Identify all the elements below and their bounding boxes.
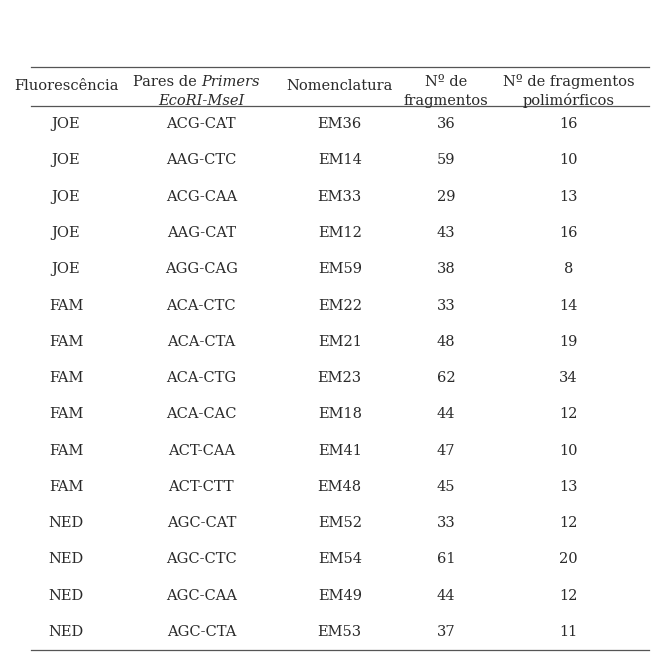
Text: 13: 13 (559, 190, 577, 204)
Text: ACA-CAC: ACA-CAC (166, 408, 236, 422)
Text: 36: 36 (437, 117, 456, 131)
Text: 13: 13 (559, 480, 577, 494)
Text: FAM: FAM (49, 335, 83, 349)
Text: JOE: JOE (52, 262, 81, 276)
Text: EM14: EM14 (318, 153, 362, 167)
Text: EM36: EM36 (318, 117, 362, 131)
Text: EM49: EM49 (318, 589, 362, 603)
Text: EM22: EM22 (318, 298, 362, 312)
Text: FAM: FAM (49, 408, 83, 422)
Text: ACA-CTC: ACA-CTC (166, 298, 236, 312)
Text: EM12: EM12 (318, 226, 362, 240)
Text: EM54: EM54 (318, 552, 362, 566)
Text: Nº de fragmentos: Nº de fragmentos (503, 75, 634, 89)
Text: AGC-CTA: AGC-CTA (166, 625, 236, 639)
Text: 61: 61 (437, 552, 456, 566)
Text: EcoRI-MseI: EcoRI-MseI (158, 94, 244, 108)
Text: EM33: EM33 (318, 190, 362, 204)
Text: 62: 62 (437, 371, 456, 385)
Text: 43: 43 (437, 226, 456, 240)
Text: EM23: EM23 (318, 371, 362, 385)
Text: 16: 16 (559, 117, 577, 131)
Text: 37: 37 (437, 625, 456, 639)
Text: AGC-CAT: AGC-CAT (166, 516, 236, 530)
Text: FAM: FAM (49, 371, 83, 385)
Text: Nomenclatura: Nomenclatura (286, 79, 393, 93)
Text: 10: 10 (559, 444, 577, 458)
Text: JOE: JOE (52, 117, 81, 131)
Text: AAG-CTC: AAG-CTC (166, 153, 236, 167)
Text: EM52: EM52 (318, 516, 362, 530)
Text: 44: 44 (437, 408, 456, 422)
Text: 29: 29 (437, 190, 456, 204)
Text: 33: 33 (437, 298, 456, 312)
Text: ACT-CAA: ACT-CAA (168, 444, 235, 458)
Text: ACA-CTG: ACA-CTG (166, 371, 236, 385)
Text: 14: 14 (559, 298, 577, 312)
Text: EM18: EM18 (318, 408, 362, 422)
Text: AGC-CAA: AGC-CAA (166, 589, 237, 603)
Text: 33: 33 (437, 516, 456, 530)
Text: EM41: EM41 (318, 444, 362, 458)
Text: polimórficos: polimórficos (522, 93, 615, 109)
Text: EM48: EM48 (318, 480, 362, 494)
Text: ACG-CAA: ACG-CAA (166, 190, 237, 204)
Text: 59: 59 (437, 153, 456, 167)
Text: 10: 10 (559, 153, 577, 167)
Text: JOE: JOE (52, 226, 81, 240)
Text: ACG-CAT: ACG-CAT (166, 117, 236, 131)
Text: Nº de: Nº de (425, 75, 467, 89)
Text: FAM: FAM (49, 480, 83, 494)
Text: 12: 12 (559, 589, 577, 603)
Text: 38: 38 (437, 262, 456, 276)
Text: EM21: EM21 (318, 335, 362, 349)
Text: JOE: JOE (52, 153, 81, 167)
Text: 11: 11 (559, 625, 577, 639)
Text: FAM: FAM (49, 298, 83, 312)
Text: JOE: JOE (52, 190, 81, 204)
Text: AAG-CAT: AAG-CAT (166, 226, 236, 240)
Text: 48: 48 (437, 335, 456, 349)
Text: 20: 20 (559, 552, 577, 566)
Text: NED: NED (49, 516, 84, 530)
Text: 19: 19 (559, 335, 577, 349)
Text: 16: 16 (559, 226, 577, 240)
Text: Primers: Primers (201, 75, 260, 89)
Text: ACA-CTA: ACA-CTA (167, 335, 235, 349)
Text: Fluorescência: Fluorescência (14, 79, 119, 93)
Text: 8: 8 (563, 262, 573, 276)
Text: fragmentos: fragmentos (404, 94, 488, 108)
Text: NED: NED (49, 552, 84, 566)
Text: 12: 12 (559, 516, 577, 530)
Text: ACT-CTT: ACT-CTT (168, 480, 234, 494)
Text: 12: 12 (559, 408, 577, 422)
Text: EM53: EM53 (318, 625, 362, 639)
Text: EM59: EM59 (318, 262, 362, 276)
Text: 47: 47 (437, 444, 456, 458)
Text: 44: 44 (437, 589, 456, 603)
Text: 34: 34 (559, 371, 577, 385)
Text: NED: NED (49, 625, 84, 639)
Text: 45: 45 (437, 480, 456, 494)
Text: AGG-CAG: AGG-CAG (165, 262, 238, 276)
Text: FAM: FAM (49, 444, 83, 458)
Text: AGC-CTC: AGC-CTC (166, 552, 236, 566)
Text: NED: NED (49, 589, 84, 603)
Text: Pares de: Pares de (133, 75, 201, 89)
